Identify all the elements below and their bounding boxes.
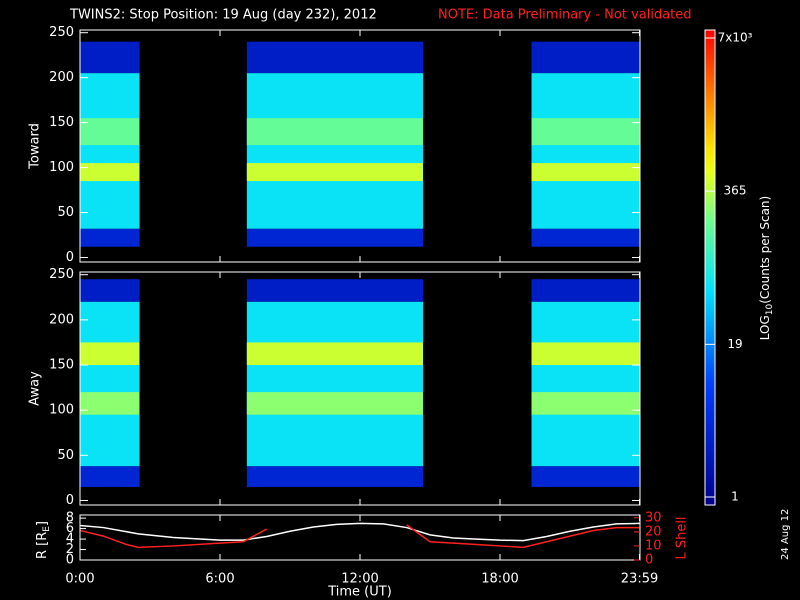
colorbar-label: LOG10(Counts per Scan)	[758, 196, 775, 340]
spectrum-cell	[80, 301, 140, 467]
y-tick-label: 2	[66, 542, 74, 557]
orbit-line	[80, 522, 640, 542]
spectrum-cell	[531, 392, 640, 415]
spectrum-cell	[80, 228, 140, 247]
spectrum-cell	[246, 228, 423, 247]
spectrum-cell	[246, 301, 423, 467]
y-tick-label: 6	[66, 521, 74, 536]
y2-tick-label: 30	[645, 510, 662, 525]
panel-frame	[79, 514, 641, 561]
y-tick-label: 250	[49, 267, 74, 282]
orbit-y2-label: L Shell	[675, 516, 690, 559]
spectrum-cell	[246, 342, 423, 366]
spectrum-cell	[80, 73, 140, 229]
spectrum-cell	[80, 41, 140, 74]
spectrum-cell	[531, 301, 640, 467]
spectrum-cell	[531, 73, 640, 229]
spectrum-cell	[246, 118, 423, 146]
y-tick-label: 150	[49, 358, 74, 373]
x-tick-label: 0:00	[65, 572, 94, 587]
x-tick-label: 12:00	[341, 572, 378, 587]
colorbar-tick-label: 1	[731, 490, 739, 504]
x-tick-label: 23:59	[621, 572, 658, 587]
y2-tick-label: 10	[645, 538, 662, 553]
x-tick-label: 6:00	[205, 572, 234, 587]
y-tick-label: 250	[49, 25, 74, 40]
colorbar-tick-label: 365	[724, 184, 747, 198]
spectrum-cell	[246, 392, 423, 415]
y-tick-label: 0	[66, 250, 74, 265]
spectrum-cell	[531, 342, 640, 366]
y-tick-label: 200	[49, 312, 74, 327]
y-tick-label: 200	[49, 70, 74, 85]
spectrum-cell	[246, 279, 423, 302]
spectrum-cell	[246, 41, 423, 74]
y-tick-label: 0	[66, 493, 74, 508]
note: NOTE: Data Preliminary - Not validated	[438, 8, 692, 23]
orbit-y-label: R [RE]	[35, 521, 52, 559]
x-axis-label: Time (UT)	[327, 585, 392, 600]
y-axis-label: Away	[28, 371, 43, 406]
spectrum-cell	[80, 163, 140, 182]
y2-tick-label: 0	[645, 553, 653, 568]
spectrum-cell	[531, 41, 640, 74]
spectrum-cell	[80, 392, 140, 415]
orbit-line	[80, 524, 640, 549]
y-tick-label: 0	[66, 553, 74, 568]
spectrum-cell	[80, 279, 140, 302]
spectrum-cell	[531, 118, 640, 146]
y2-tick-label: 20	[645, 524, 662, 539]
spectrum-cell	[246, 73, 423, 229]
y-tick-label: 150	[49, 115, 74, 130]
orbit-lines	[80, 522, 640, 549]
colorbar	[704, 29, 716, 506]
spectrum-cell	[531, 228, 640, 247]
spectrum-cell	[246, 163, 423, 182]
spectrum-cell	[80, 118, 140, 146]
spectrum-cell	[531, 466, 640, 487]
chart-title: TWINS2: Stop Position: 19 Aug (day 232),…	[69, 8, 377, 23]
spectrum-cell	[246, 466, 423, 487]
colorbar-tick-label: 19	[727, 337, 742, 351]
spectrum-cell	[531, 279, 640, 302]
colorbar-tick-label: 7x10³	[718, 31, 753, 45]
y-tick-label: 4	[66, 532, 74, 547]
y-axis-label: Toward	[28, 123, 43, 170]
spectrum-cell	[80, 342, 140, 366]
date-stamp: 24 Aug 12	[780, 509, 791, 560]
spectrum-cell	[80, 466, 140, 487]
y-tick-label: 100	[49, 160, 74, 175]
y-tick-label: 50	[57, 205, 74, 220]
y-tick-label: 50	[57, 448, 74, 463]
spectrum-cell	[531, 163, 640, 182]
y-tick-label: 8	[66, 511, 74, 526]
x-tick-label: 18:00	[481, 572, 518, 587]
y-tick-label: 100	[49, 403, 74, 418]
